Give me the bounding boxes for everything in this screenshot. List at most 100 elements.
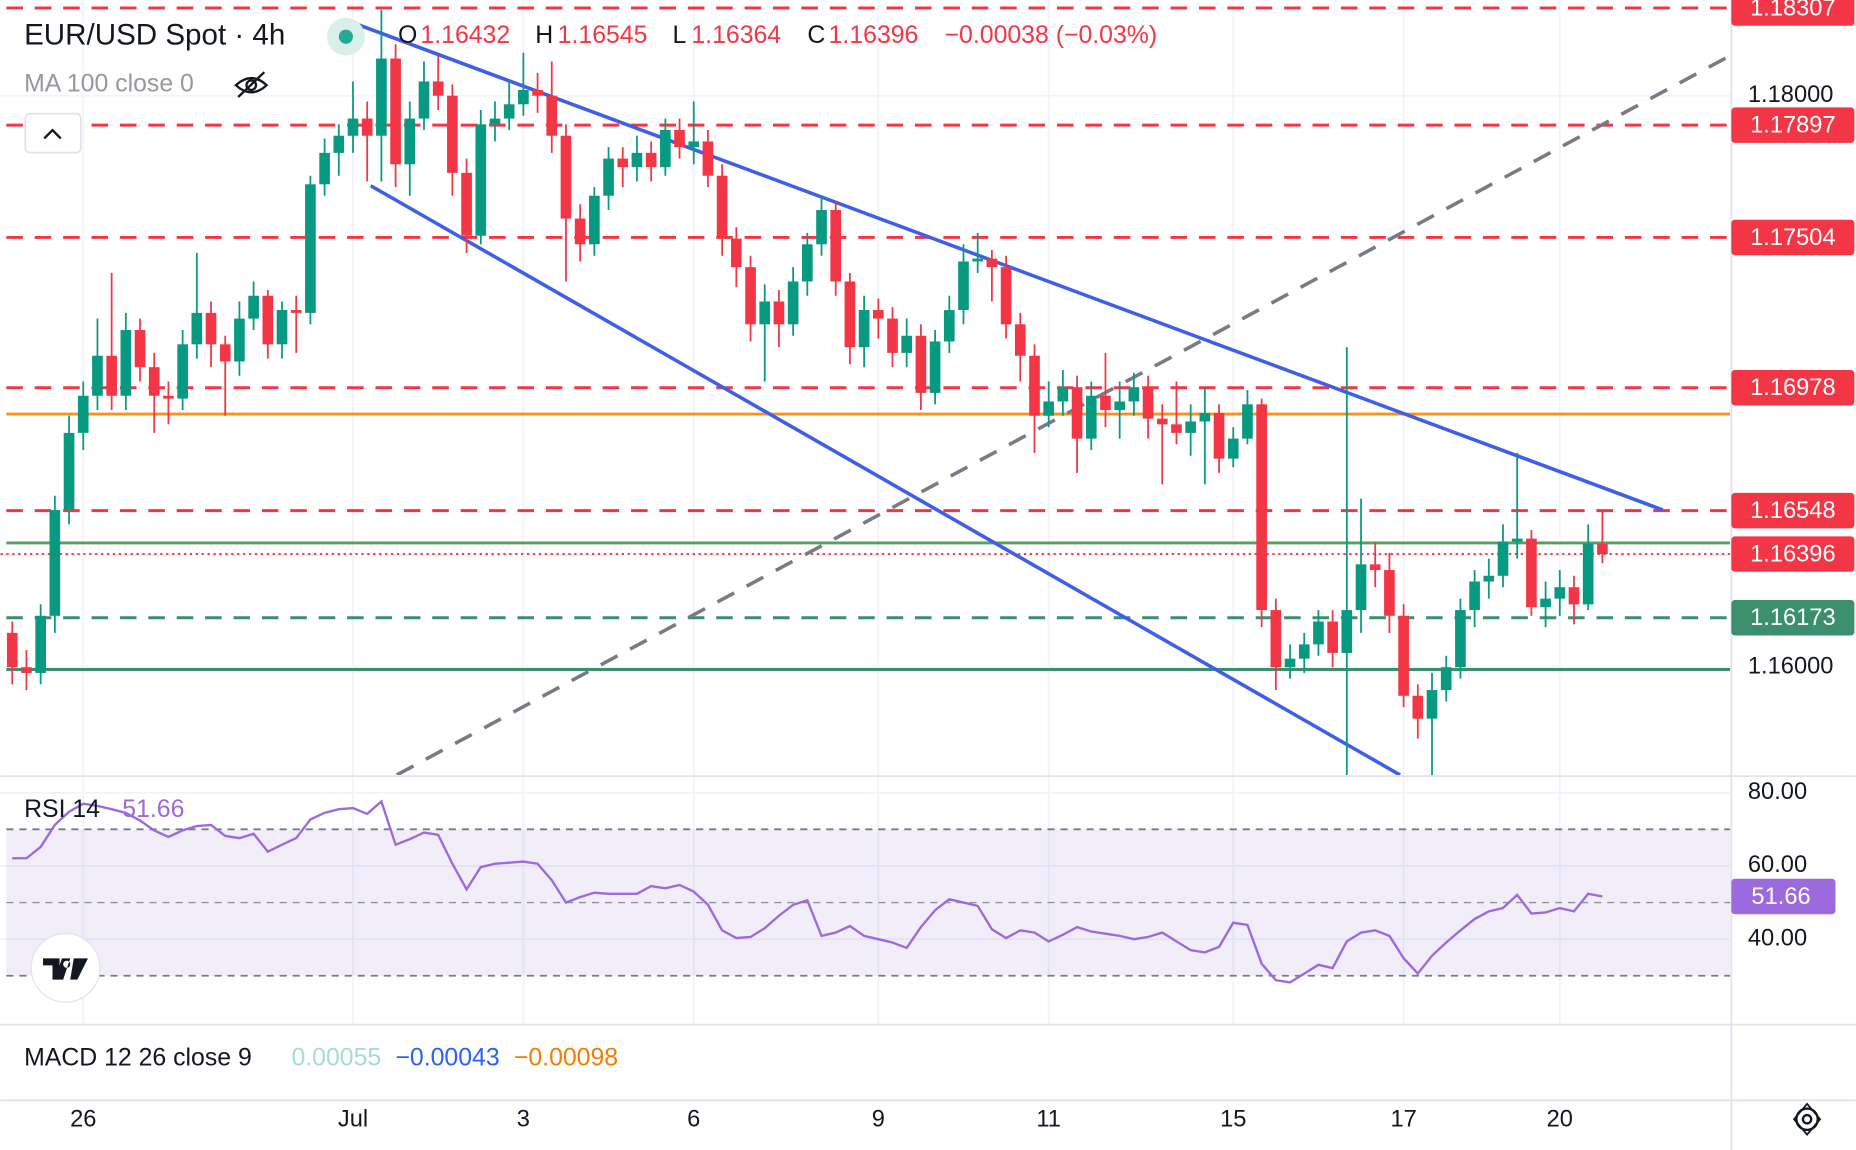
x-tick-label: 15	[1220, 1107, 1246, 1133]
visibility-toggle[interactable]	[234, 71, 269, 98]
candle-body	[1369, 564, 1381, 571]
candle-body	[134, 330, 146, 368]
price-tag	[1731, 219, 1855, 256]
candle-body	[191, 312, 203, 345]
candle-body	[645, 152, 657, 168]
x-tick-label: 3	[517, 1107, 530, 1133]
candle-body	[887, 318, 898, 353]
candle-body	[404, 118, 416, 165]
candle-body	[1469, 581, 1480, 611]
candle-body	[475, 124, 487, 236]
candle-body	[1568, 587, 1580, 605]
price-tag	[1731, 536, 1855, 572]
macd-values: 0.00055 −0.00043 −0.00098	[291, 1044, 618, 1071]
settings-button[interactable]	[1792, 1102, 1822, 1136]
candle-body	[773, 301, 785, 325]
price-tag-label: 1.17897	[1750, 113, 1836, 139]
axes: 1.18000 1.16000 26 Jul 3 6 9 11 15 17 20 80.00 60.00…	[70, 82, 1833, 1133]
drawings	[354, 21, 1731, 775]
candle-body	[546, 95, 558, 136]
macd-value: −0.00098	[514, 1044, 618, 1071]
candle-body	[390, 58, 401, 165]
candle-body	[1426, 690, 1438, 719]
candle-body	[418, 81, 430, 119]
candle-body	[560, 135, 572, 219]
candle-body	[77, 395, 89, 433]
ohlc-value: 1.16364	[691, 22, 781, 49]
candle-body	[92, 355, 103, 396]
x-tick-label: Jul	[338, 1107, 368, 1133]
candle-body	[49, 510, 61, 616]
y-tick-label: 1.16000	[1748, 653, 1834, 679]
rsi-tag	[1731, 878, 1836, 915]
candle-body	[1242, 404, 1253, 439]
candle-body	[234, 318, 245, 362]
logo[interactable]	[30, 932, 101, 1003]
price-tags: 1.18307 1.17897 1.17504 1.16978 1.16548 1.161…	[1731, 0, 1855, 915]
candle-body	[205, 312, 217, 345]
trend-line	[369, 184, 1401, 775]
candle-body	[1511, 538, 1523, 542]
price-tag	[1731, 492, 1855, 529]
ohlc-letter: C	[807, 22, 825, 49]
candle-body	[1455, 610, 1466, 668]
candle-body	[532, 90, 543, 96]
candle-body	[276, 310, 288, 345]
candle-body	[1227, 438, 1239, 459]
candle-body	[1171, 424, 1182, 433]
candle-body	[816, 210, 827, 245]
candle-body	[1085, 395, 1097, 439]
price-levels	[0, 6, 1731, 671]
candle-body	[801, 244, 813, 282]
collapse-button[interactable]	[24, 112, 82, 154]
ohlc-letter: L	[672, 22, 686, 49]
rsi-pane	[6, 799, 1731, 984]
x-tick-label: 26	[70, 1107, 96, 1133]
candle-body	[1000, 267, 1012, 325]
price-tag-label: 1.18307	[1750, 0, 1836, 21]
candle-body	[872, 310, 884, 319]
candle-body	[858, 310, 870, 348]
candle-body	[518, 90, 529, 105]
ma-label: MA 100 close 0	[24, 71, 194, 98]
candle-body	[1483, 575, 1495, 582]
candle-body	[660, 130, 671, 168]
candle-body	[716, 175, 728, 239]
candle-body	[574, 218, 586, 245]
chart-title: EUR/USD Spot · 4h	[24, 18, 285, 51]
x-tick-label: 17	[1390, 1107, 1416, 1133]
candle-body	[1554, 587, 1566, 599]
candle-body	[674, 130, 685, 148]
candle-body	[1497, 541, 1509, 576]
candle-body	[1582, 543, 1594, 605]
x-tick-label: 9	[872, 1107, 885, 1133]
candle-body	[688, 141, 700, 148]
grid	[0, 0, 1731, 1025]
rsi-line	[12, 799, 1603, 984]
candle-body	[929, 341, 941, 393]
candle-body	[915, 335, 927, 393]
candle-body	[1213, 412, 1225, 459]
macd-value: 0.00055	[291, 1044, 381, 1071]
candle-body	[120, 330, 132, 396]
candle-body	[347, 118, 359, 136]
candle-body	[21, 667, 32, 673]
candle-body	[702, 141, 714, 176]
candle-body	[844, 281, 856, 348]
price-tag	[1731, 370, 1855, 406]
candle-body	[248, 295, 259, 319]
trend-line	[354, 21, 1664, 512]
candle-body	[503, 104, 515, 119]
rsi-label: RSI 14	[24, 796, 100, 823]
candle-body	[1014, 324, 1026, 356]
price-tag-label: 1.16548	[1750, 498, 1836, 524]
candles	[6, 10, 1608, 775]
x-tick-label: 6	[687, 1107, 700, 1133]
ohlc-value: 1.16545	[558, 22, 648, 49]
candle-body	[1440, 667, 1452, 691]
candle-body	[163, 395, 174, 399]
candle-body	[63, 432, 75, 511]
candle-body	[1412, 695, 1424, 719]
price-tag	[1731, 600, 1855, 636]
candle-body	[447, 95, 458, 173]
